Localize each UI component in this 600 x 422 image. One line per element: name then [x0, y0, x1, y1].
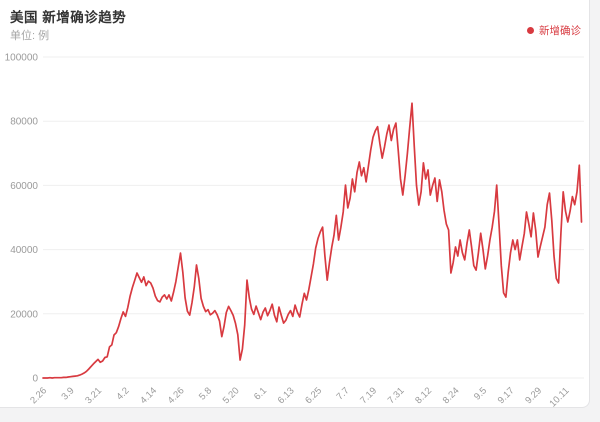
x-axis-tick-label: 9.29 — [523, 385, 544, 406]
chart-title: 美国 新增确诊趋势 — [10, 10, 127, 25]
chart-card: 美国 新增确诊趋势 单位: 例 新增确诊 0 20000 40000 60000 800… — [0, 0, 590, 408]
x-axis-tick-label: 10.11 — [548, 385, 572, 408]
gridlines-group — [43, 56, 584, 379]
legend-item-label: 新增确诊 — [539, 25, 581, 37]
x-axis-tick-label: 5.20 — [221, 385, 242, 406]
series-line[interactable] — [42, 102, 583, 379]
y-axis-tick-label: 20000 — [10, 309, 38, 320]
y-axis-tick-label: 100000 — [5, 53, 39, 64]
y-axis-tick-label: 60000 — [10, 181, 38, 192]
series-group — [42, 102, 583, 379]
x-axis-labels-group: 2.26 3.9 3.21 4.2 4.14 4.26 5.8 5.20 6.1 6.13 6.25… — [28, 385, 571, 408]
y-axis-labels-group: 0 20000 40000 60000 80000 100000 — [5, 53, 39, 385]
x-axis-tick-label: 3.21 — [83, 385, 104, 406]
x-axis-tick-label: 8.24 — [441, 385, 462, 406]
x-axis-tick-label: 7.31 — [386, 385, 407, 406]
x-axis-tick-label: 2.26 — [28, 385, 49, 406]
x-axis-tick-label: 9.5 — [472, 385, 489, 402]
y-axis-tick-label: 40000 — [10, 245, 38, 256]
legend-item-new-confirmed[interactable]: 新增确诊 — [527, 23, 581, 38]
chart-plot-area[interactable]: 0 20000 40000 60000 80000 100000 2.26 3.9 3.21 4… — [0, 0, 590, 408]
x-axis-tick-label: 5.8 — [197, 385, 214, 402]
y-axis-tick-label: 0 — [32, 374, 38, 385]
x-axis-tick-label: 6.1 — [252, 385, 269, 402]
chart-unit-label: 单位: 例 — [10, 30, 50, 42]
x-axis-tick-label: 4.14 — [138, 385, 159, 406]
x-axis-tick-label: 4.26 — [166, 385, 187, 406]
legend-dot-icon — [527, 27, 534, 34]
x-axis-tick-label: 6.13 — [276, 385, 297, 406]
x-axis-tick-label: 3.9 — [59, 385, 76, 402]
x-axis-tick-label: 7.19 — [358, 385, 379, 406]
y-axis-tick-label: 80000 — [10, 117, 38, 128]
x-axis-tick-label: 9.17 — [496, 385, 517, 406]
x-axis-tick-label: 8.12 — [413, 385, 434, 406]
x-axis-tick-label: 4.2 — [114, 385, 131, 402]
x-axis-tick-label: 6.25 — [303, 385, 324, 406]
x-axis-tick-label: 7.7 — [334, 385, 351, 402]
